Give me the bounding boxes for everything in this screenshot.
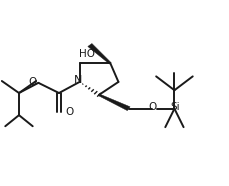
Text: Si: Si — [170, 102, 179, 112]
Text: O: O — [147, 102, 155, 112]
Text: O: O — [28, 77, 36, 87]
Polygon shape — [87, 44, 111, 64]
Polygon shape — [98, 94, 130, 111]
Text: O: O — [65, 107, 74, 117]
Text: HO: HO — [79, 49, 95, 59]
Text: N: N — [74, 76, 82, 85]
